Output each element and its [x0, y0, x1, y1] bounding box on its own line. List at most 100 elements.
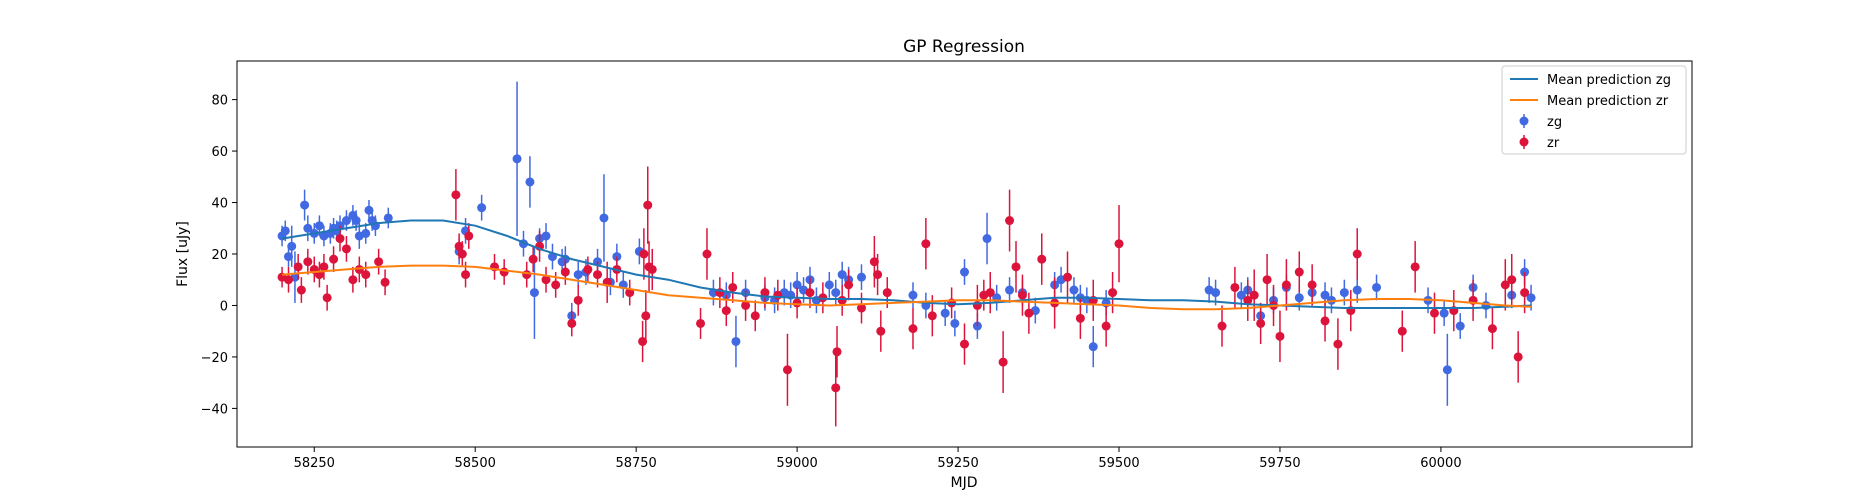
data-point: [573, 270, 583, 280]
data-point: [319, 262, 329, 272]
data-point: [1500, 280, 1510, 290]
data-point: [728, 282, 738, 292]
data-point: [573, 295, 583, 305]
data-point: [1513, 352, 1523, 362]
y-tick-label: 40: [211, 197, 228, 212]
data-point: [643, 200, 653, 210]
data-point: [1281, 280, 1291, 290]
data-point: [322, 293, 332, 303]
data-point: [341, 244, 351, 254]
data-point: [380, 277, 390, 287]
data-point: [638, 336, 648, 346]
x-tick-label: 59250: [937, 456, 978, 471]
data-point: [831, 288, 841, 298]
data-point: [364, 205, 374, 215]
plot-area: [277, 81, 1536, 427]
data-point: [348, 275, 358, 285]
data-point: [792, 298, 802, 308]
data-point: [1339, 288, 1349, 298]
data-point: [844, 280, 854, 290]
data-point: [314, 221, 324, 231]
data-point: [1217, 321, 1227, 331]
data-point: [541, 275, 551, 285]
data-point: [760, 288, 770, 298]
data-point: [528, 254, 538, 264]
data-point: [927, 311, 937, 321]
data-point: [1372, 282, 1382, 292]
data-point: [1069, 285, 1079, 295]
data-point: [625, 288, 635, 298]
legend-label: zr: [1547, 136, 1560, 151]
data-point: [782, 365, 792, 375]
data-point: [1275, 331, 1285, 341]
data-point: [451, 190, 461, 200]
data-point: [284, 275, 294, 285]
data-point: [335, 234, 345, 244]
data-point: [1230, 282, 1240, 292]
data-point: [551, 280, 561, 290]
data-point: [477, 203, 487, 213]
legend-label: Mean prediction zr: [1547, 94, 1669, 109]
legend-label: Mean prediction zg: [1547, 73, 1671, 88]
data-point: [361, 270, 371, 280]
x-tick-label: 58250: [294, 456, 335, 471]
x-tick-label: 58750: [615, 456, 656, 471]
data-point: [985, 288, 995, 298]
y-tick-label: 60: [211, 145, 228, 160]
legend-label: zg: [1547, 115, 1562, 130]
data-point: [837, 295, 847, 305]
y-tick-label: 0: [220, 299, 228, 314]
data-point: [856, 272, 866, 282]
data-point: [284, 252, 294, 262]
data-point: [354, 264, 364, 274]
series-line-mean-prediction-zr: [282, 264, 1532, 311]
x-tick-label: 59750: [1259, 456, 1300, 471]
data-point: [1307, 280, 1317, 290]
data-point: [641, 311, 651, 321]
data-point: [1005, 216, 1015, 226]
data-point: [1011, 262, 1021, 272]
x-tick-label: 59000: [776, 456, 817, 471]
data-point: [303, 223, 313, 233]
data-point: [464, 231, 474, 241]
data-point: [950, 318, 960, 328]
data-point: [1455, 321, 1465, 331]
data-point: [824, 280, 834, 290]
data-point: [702, 249, 712, 259]
data-point: [647, 264, 657, 274]
legend-marker-swatch: [1519, 137, 1529, 147]
data-point: [982, 234, 992, 244]
data-point: [1326, 295, 1336, 305]
data-point: [1236, 290, 1246, 300]
data-point: [1520, 288, 1530, 298]
data-point: [805, 288, 815, 298]
data-point: [1320, 290, 1330, 300]
data-point: [741, 300, 751, 310]
data-point: [731, 336, 741, 346]
data-point: [960, 339, 969, 349]
data-point: [832, 347, 842, 357]
data-point: [457, 249, 467, 259]
data-point: [525, 177, 535, 187]
data-point: [296, 285, 306, 295]
legend-marker-swatch: [1519, 116, 1529, 126]
data-point: [383, 213, 393, 223]
data-point: [998, 357, 1008, 367]
x-tick-label: 60000: [1420, 456, 1461, 471]
data-point: [1037, 254, 1047, 264]
data-point: [361, 228, 371, 238]
data-point: [1294, 293, 1304, 303]
data-point: [1249, 290, 1259, 300]
data-point: [300, 200, 310, 210]
data-point: [773, 290, 783, 300]
y-axis: −40 −20 0 20 40 60 80: [201, 94, 237, 417]
data-point: [1108, 288, 1118, 298]
data-point: [329, 254, 339, 264]
data-point: [856, 303, 866, 313]
data-point: [341, 216, 351, 226]
data-point: [1243, 295, 1253, 305]
data-point: [1256, 318, 1266, 328]
y-axis-label: Flux [uJy]: [175, 221, 191, 287]
data-point: [499, 267, 509, 277]
